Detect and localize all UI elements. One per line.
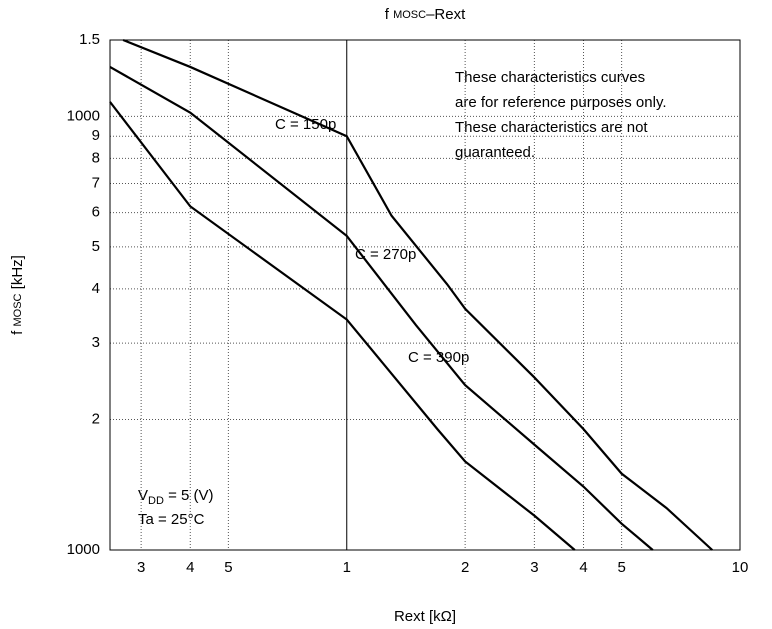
chart-title: f MOSC–Rext bbox=[385, 6, 466, 23]
x-tick-label: 4 bbox=[186, 559, 194, 576]
curve bbox=[109, 101, 576, 551]
ta-condition: Ta = 25°C bbox=[138, 511, 205, 528]
note-line: These characteristics curves bbox=[455, 69, 645, 86]
x-tick-label: 1 bbox=[343, 559, 351, 576]
note: These characteristics curves are for ref… bbox=[455, 69, 667, 161]
y-tick-label: 7 bbox=[92, 175, 100, 192]
x-tick-label: 4 bbox=[579, 559, 587, 576]
y-tick-label: 1.5 bbox=[79, 31, 100, 48]
y-tick-label: 3 bbox=[92, 334, 100, 351]
note-line: are for reference purposes only. bbox=[455, 94, 667, 111]
curve bbox=[122, 38, 713, 551]
plot-frame bbox=[109, 39, 741, 551]
x-axis-label: Rext [kΩ] bbox=[394, 608, 456, 625]
x-tick-label: 5 bbox=[224, 559, 232, 576]
series-label: C = 270p bbox=[355, 246, 416, 263]
y-tick-label: 2 bbox=[92, 410, 100, 427]
y-tick-label: 6 bbox=[92, 204, 100, 221]
x-tick-label: 3 bbox=[137, 559, 145, 576]
x-tick-label: 5 bbox=[617, 559, 625, 576]
y-tick-label: 5 bbox=[92, 238, 100, 255]
x-tick-label: 3 bbox=[530, 559, 538, 576]
y-tick-label: 1000 bbox=[67, 541, 100, 558]
y-tick-label: 1000 bbox=[67, 107, 100, 124]
y-axis-label: f MOSC [kHz] bbox=[9, 255, 26, 335]
y-tick-label: 8 bbox=[92, 149, 100, 166]
y-tick-label: 4 bbox=[92, 280, 100, 297]
vdd-condition: VDD = 5 (V) bbox=[138, 487, 214, 507]
note-line: guaranteed. bbox=[455, 144, 535, 161]
x-tick-label: 2 bbox=[461, 559, 469, 576]
series-label: C = 390p bbox=[408, 349, 469, 366]
y-tick-label: 9 bbox=[92, 127, 100, 144]
x-tick-label: 10 bbox=[732, 559, 749, 576]
series-label: C = 150p bbox=[275, 116, 336, 133]
curve bbox=[109, 65, 654, 551]
note-line: These characteristics are not bbox=[455, 119, 648, 136]
